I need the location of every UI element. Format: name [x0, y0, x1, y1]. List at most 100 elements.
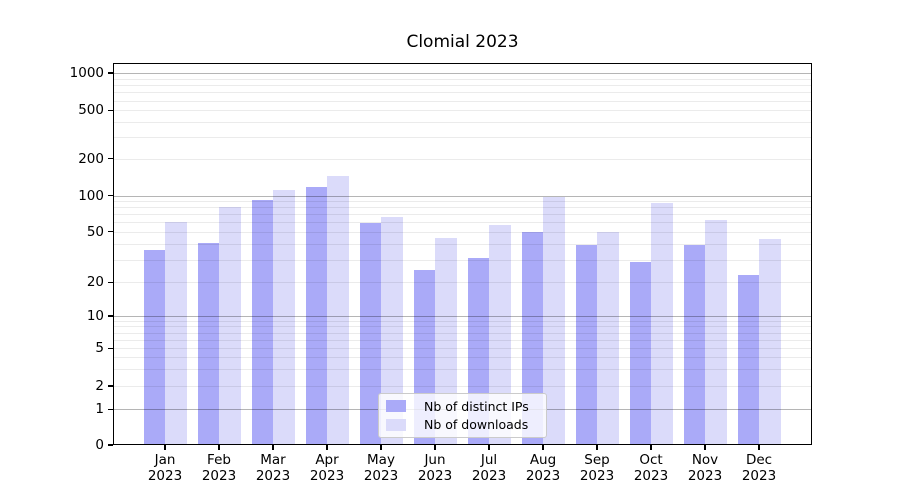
x-tick-label-year: 2023	[363, 468, 399, 484]
bar-downloads-oct	[651, 203, 673, 445]
gridline-minor	[113, 110, 812, 112]
bar-ips-apr	[305, 186, 327, 445]
x-tick-label-month: May	[367, 452, 395, 468]
y-tick	[108, 444, 113, 446]
x-tick-label-year: 2023	[309, 468, 345, 484]
legend-swatch-ips-icon	[386, 400, 406, 413]
gridline-minor	[113, 332, 812, 334]
x-tick-label-year: 2023	[741, 468, 777, 484]
x-tick	[434, 445, 436, 450]
gridline-minor	[113, 85, 812, 87]
gridline-minor	[113, 369, 812, 371]
gridline-major	[113, 73, 812, 74]
x-tick-label-month: Feb	[207, 452, 231, 468]
gridline-minor	[113, 357, 812, 359]
y-tick-label: 20	[86, 274, 104, 291]
y-tick	[108, 231, 113, 233]
y-tick-label: 10	[86, 308, 104, 324]
x-tick-label-month: Dec	[745, 452, 773, 468]
y-tick-label: 500	[78, 102, 104, 119]
x-tick-label-month: Mar	[260, 452, 286, 468]
y-tick-label: 1	[95, 401, 104, 418]
gridline-minor	[113, 214, 812, 216]
y-tick	[108, 408, 113, 410]
bar-downloads-nov	[705, 220, 727, 445]
bar-ips-may	[359, 223, 381, 445]
bar-ips-sep	[575, 245, 597, 445]
bar-ips-mar	[251, 199, 273, 445]
x-tick-label: Nov 2023	[677, 452, 733, 484]
x-tick-label-month: Sep	[584, 452, 610, 468]
x-tick-label-month: Nov	[691, 452, 719, 468]
x-tick	[272, 445, 274, 450]
bar-ips-jan	[143, 249, 165, 445]
x-tick-label: Feb 2023	[191, 452, 247, 484]
gridline-minor	[113, 282, 812, 284]
gridline-minor	[113, 386, 812, 387]
x-tick-label: Apr 2023	[299, 452, 355, 484]
gridline-minor	[113, 339, 812, 341]
x-tick-label-year: 2023	[525, 468, 561, 484]
y-tick-label: 5	[95, 340, 104, 357]
gridline-minor	[113, 92, 812, 94]
bar-downloads-apr	[327, 175, 349, 445]
x-tick-label: Jan 2023	[137, 452, 193, 484]
x-tick-label-year: 2023	[255, 468, 291, 484]
gridline-minor	[113, 78, 812, 80]
gridline-minor	[113, 201, 812, 202]
x-tick-label: Aug 2023	[515, 452, 571, 484]
x-tick	[650, 445, 652, 450]
gridline-minor	[113, 259, 812, 261]
x-tick-label-month: Jul	[480, 452, 498, 468]
x-tick	[488, 445, 490, 450]
y-tick-label: 200	[78, 150, 104, 167]
gridline-major	[113, 316, 812, 317]
plot-area	[113, 63, 812, 445]
x-tick	[596, 445, 598, 450]
legend-label-downloads: Nb of downloads	[424, 417, 529, 433]
bar-downloads-feb	[219, 207, 241, 445]
x-tick	[326, 445, 328, 450]
legend-item-downloads: Nb of downloads	[386, 416, 540, 433]
y-tick	[108, 72, 113, 74]
y-tick	[108, 315, 113, 317]
x-tick	[218, 445, 220, 450]
gridline-major	[113, 195, 812, 197]
x-tick-label-year: 2023	[201, 468, 237, 484]
x-tick-label-month: Apr	[315, 452, 339, 468]
x-tick-label: Jul 2023	[461, 452, 517, 484]
x-tick-label-year: 2023	[417, 468, 453, 484]
gridline-minor	[113, 122, 812, 124]
chart-title: Clomial 2023	[406, 32, 519, 52]
x-tick-label-year: 2023	[687, 468, 723, 484]
gridline-minor	[113, 158, 812, 160]
gridline-minor	[113, 207, 812, 209]
x-tick	[542, 445, 544, 450]
y-tick	[108, 194, 113, 197]
x-tick-label: Mar 2023	[245, 452, 301, 484]
x-tick-label-year: 2023	[633, 468, 669, 484]
gridline-minor	[113, 326, 812, 328]
x-tick-label-year: 2023	[579, 468, 615, 484]
y-tick	[108, 347, 113, 349]
x-tick-label: Oct 2023	[623, 452, 679, 484]
x-tick-label-year: 2023	[471, 468, 507, 484]
x-tick-label: May 2023	[353, 452, 409, 484]
legend-label-distinct-ips: Nb of distinct IPs	[424, 398, 529, 414]
legend-item-distinct-ips: Nb of distinct IPs	[386, 398, 540, 415]
bar-ips-dec	[737, 274, 759, 445]
legend: Nb of distinct IPs Nb of downloads	[378, 393, 547, 438]
x-tick	[704, 445, 706, 450]
y-tick	[108, 281, 113, 283]
x-tick-label-year: 2023	[147, 468, 183, 484]
y-tick	[108, 385, 113, 387]
x-tick-label-month: Jun	[424, 452, 446, 468]
x-tick-label: Dec 2023	[731, 452, 787, 484]
x-tick	[164, 445, 166, 450]
x-tick-label-month: Jan	[154, 452, 176, 468]
x-tick-label: Sep 2023	[569, 452, 625, 484]
gridline-minor	[113, 100, 812, 102]
y-tick	[108, 157, 113, 160]
y-tick-label: 2	[95, 378, 104, 394]
y-tick-label: 100	[78, 187, 104, 204]
